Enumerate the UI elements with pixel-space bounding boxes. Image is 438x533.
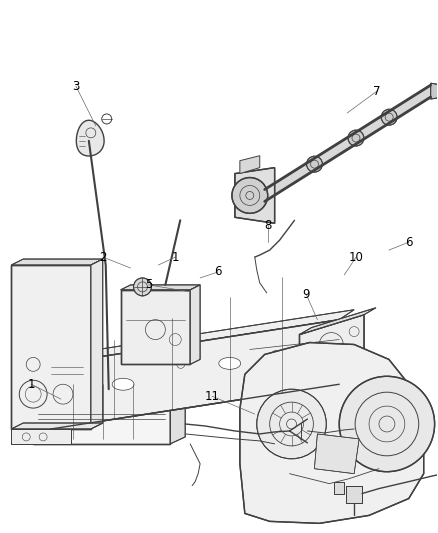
Text: 1: 1 [172, 251, 179, 263]
Polygon shape [346, 486, 362, 504]
Polygon shape [240, 156, 260, 174]
Polygon shape [300, 314, 364, 379]
Polygon shape [11, 429, 71, 444]
Polygon shape [91, 259, 103, 429]
Polygon shape [235, 168, 275, 223]
Polygon shape [265, 85, 431, 201]
Ellipse shape [112, 378, 134, 390]
Text: 8: 8 [264, 219, 272, 232]
Text: 2: 2 [99, 251, 106, 263]
Circle shape [232, 177, 268, 213]
Text: 7: 7 [373, 85, 381, 98]
Text: 3: 3 [72, 79, 80, 93]
Polygon shape [11, 259, 103, 265]
Polygon shape [314, 434, 359, 474]
Circle shape [257, 389, 326, 459]
Polygon shape [51, 320, 339, 429]
Text: 5: 5 [145, 278, 152, 292]
Polygon shape [120, 290, 190, 365]
Polygon shape [51, 310, 354, 365]
Ellipse shape [219, 358, 240, 369]
Polygon shape [190, 285, 200, 365]
Polygon shape [170, 373, 185, 444]
Polygon shape [431, 83, 438, 99]
Circle shape [339, 376, 434, 472]
Circle shape [134, 278, 152, 296]
Circle shape [381, 109, 397, 125]
Circle shape [348, 130, 364, 146]
Polygon shape [33, 373, 185, 379]
Text: 9: 9 [303, 288, 310, 301]
Circle shape [307, 156, 322, 172]
Polygon shape [240, 343, 424, 523]
Polygon shape [76, 120, 104, 156]
Polygon shape [11, 265, 91, 429]
Polygon shape [33, 379, 170, 444]
Text: 10: 10 [349, 251, 364, 263]
Text: 6: 6 [214, 265, 222, 278]
Text: 6: 6 [405, 236, 413, 249]
Polygon shape [300, 308, 376, 335]
Text: 1: 1 [28, 378, 35, 391]
Polygon shape [334, 482, 344, 494]
Text: 11: 11 [205, 390, 219, 402]
Polygon shape [120, 285, 200, 290]
Polygon shape [11, 423, 103, 429]
